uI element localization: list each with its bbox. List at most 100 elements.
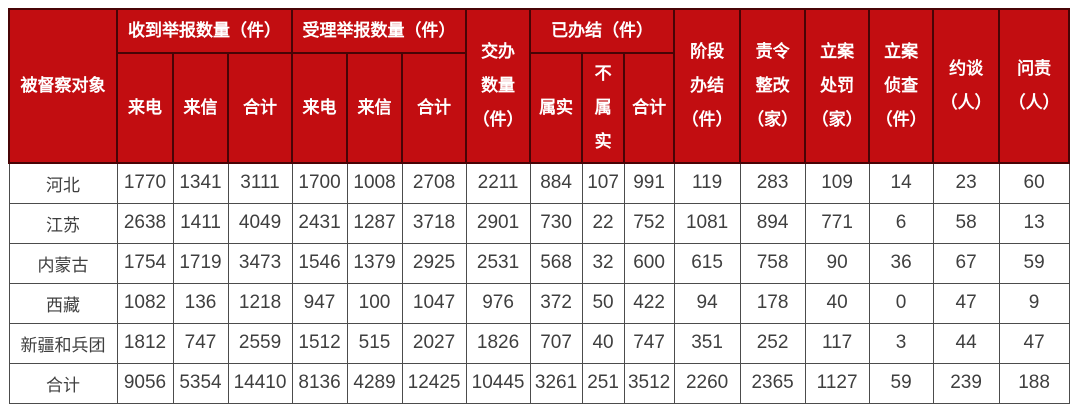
table-cell: 136	[172, 282, 229, 324]
table-cell: 117	[804, 322, 870, 364]
table-cell: 40	[804, 282, 870, 324]
table-cell: 1127	[804, 362, 870, 404]
table-cell: 991	[623, 162, 675, 204]
table-cell: 1512	[291, 322, 348, 364]
subheader-substantiated: 属实	[529, 52, 584, 164]
table-cell: 1826	[465, 322, 531, 364]
table-cell: 707	[529, 322, 583, 364]
table-cell: 22	[581, 202, 625, 244]
table-cell: 10445	[465, 362, 531, 404]
table-cell: 1047	[401, 282, 467, 324]
table-cell: 2925	[401, 242, 467, 284]
table-cell: 252	[739, 322, 806, 364]
table-cell: 188	[998, 362, 1070, 404]
header-sub-row: 来电 来信 合计 来电 来信 合计 属实 不 属 实 合计	[9, 52, 1069, 164]
table-body: 河北 1770 1341 3111 1700 1008 2708 2211 884 107 991 1…	[8, 162, 1070, 404]
table-cell: 14410	[227, 362, 293, 404]
table-row: 新疆和兵团 1812 747 2559 1512 515 2027 1826 707 40 747 3…	[8, 322, 1070, 364]
header-stage-concluded: 阶段 办结 （件）	[673, 8, 742, 164]
table-cell: 13	[998, 202, 1070, 244]
table-cell: 2638	[116, 202, 174, 244]
table-row: 内蒙古 1754 1719 3473 1546 1379 2925 2531 568 32 600 6…	[8, 242, 1070, 284]
table-cell: 100	[346, 282, 403, 324]
table-cell: 568	[529, 242, 583, 284]
header-ordered-rectification: 责令 整改 （家）	[739, 8, 807, 164]
table-cell: 747	[172, 322, 229, 364]
table-cell: 372	[529, 282, 583, 324]
table-cell: 6	[868, 202, 934, 244]
table-cell: 58	[932, 202, 1000, 244]
subheader-accepted-total: 合计	[401, 52, 468, 164]
table-cell: 351	[673, 322, 741, 364]
table-cell: 32	[581, 242, 625, 284]
table-cell: 1218	[227, 282, 293, 324]
header-group-reports-received: 收到举报数量（件）	[115, 8, 294, 54]
table-cell: 1754	[116, 242, 174, 284]
table-cell: 59	[998, 242, 1070, 284]
table-cell: 12425	[401, 362, 467, 404]
header-group-reports-accepted: 受理举报数量（件）	[291, 8, 468, 54]
subheader-received-calls: 来电	[116, 52, 174, 164]
table-cell: 1770	[116, 162, 174, 204]
table-cell: 109	[804, 162, 870, 204]
table-cell: 178	[739, 282, 806, 324]
table-cell: 2027	[401, 322, 467, 364]
header-case-penalty: 立案 处罚 （家）	[804, 8, 871, 164]
table-cell: 1081	[673, 202, 741, 244]
table-cell: 119	[673, 162, 741, 204]
table-cell: 40	[581, 322, 625, 364]
table-cell: 2365	[739, 362, 806, 404]
table-cell: 94	[673, 282, 741, 324]
row-label: 江苏	[8, 202, 118, 244]
header-case-investigation: 立案 侦查 （件）	[868, 8, 935, 164]
table-cell: 2260	[673, 362, 741, 404]
table-cell: 1287	[346, 202, 403, 244]
header-group-row: 被督察对象 收到举报数量（件） 受理举报数量（件） 交办 数量 （件） 已办结（…	[8, 8, 1071, 164]
subheader-concluded-total: 合计	[623, 52, 676, 164]
table-cell: 5354	[172, 362, 229, 404]
table-cell: 1812	[116, 322, 174, 364]
table-cell: 239	[932, 362, 1000, 404]
table-cell: 2211	[465, 162, 531, 204]
table-cell: 771	[804, 202, 870, 244]
row-label: 内蒙古	[8, 242, 118, 284]
table-cell: 67	[932, 242, 1000, 284]
table-cell: 884	[529, 162, 583, 204]
table-cell: 90	[804, 242, 870, 284]
table-cell: 422	[623, 282, 675, 324]
table-cell: 3718	[401, 202, 467, 244]
table-cell: 1008	[346, 162, 403, 204]
header-corner-inspected-subject: 被督察对象	[8, 8, 118, 164]
row-label: 河北	[8, 162, 118, 204]
table-cell: 1411	[172, 202, 229, 244]
table-cell: 3	[868, 322, 934, 364]
table-row: 合计 9056 5354 14410 8136 4289 12425 10445 3261 251…	[8, 362, 1070, 404]
table-cell: 1546	[291, 242, 348, 284]
table-cell: 3111	[227, 162, 293, 204]
table-cell: 47	[932, 282, 1000, 324]
inspection-report-table: 被督察对象 收到举报数量（件） 受理举报数量（件） 交办 数量 （件） 已办结（…	[8, 8, 1071, 404]
header-accountability: 问责 （人）	[998, 8, 1071, 164]
table-cell: 515	[346, 322, 403, 364]
table-cell: 1719	[172, 242, 229, 284]
table-cell: 2901	[465, 202, 531, 244]
table-cell: 2431	[291, 202, 348, 244]
table-cell: 976	[465, 282, 531, 324]
table-cell: 47	[998, 322, 1070, 364]
subheader-accepted-letters: 来信	[346, 52, 404, 164]
row-label: 新疆和兵团	[8, 322, 118, 364]
table-cell: 615	[673, 242, 741, 284]
table-cell: 4289	[346, 362, 403, 404]
table-row: 江苏 2638 1411 4049 2431 1287 3718 2901 730 22 752 10…	[8, 202, 1070, 244]
table-cell: 1700	[291, 162, 348, 204]
table-cell: 9	[998, 282, 1070, 324]
table-cell: 2708	[401, 162, 467, 204]
table-cell: 283	[739, 162, 806, 204]
table-cell: 59	[868, 362, 934, 404]
subheader-unsubstantiated: 不 属 实	[581, 52, 626, 164]
table-cell: 251	[581, 362, 625, 404]
header-assigned-count: 交办 数量 （件）	[465, 8, 532, 164]
table-cell: 752	[623, 202, 675, 244]
table-cell: 36	[868, 242, 934, 284]
table-cell: 9056	[116, 362, 174, 404]
